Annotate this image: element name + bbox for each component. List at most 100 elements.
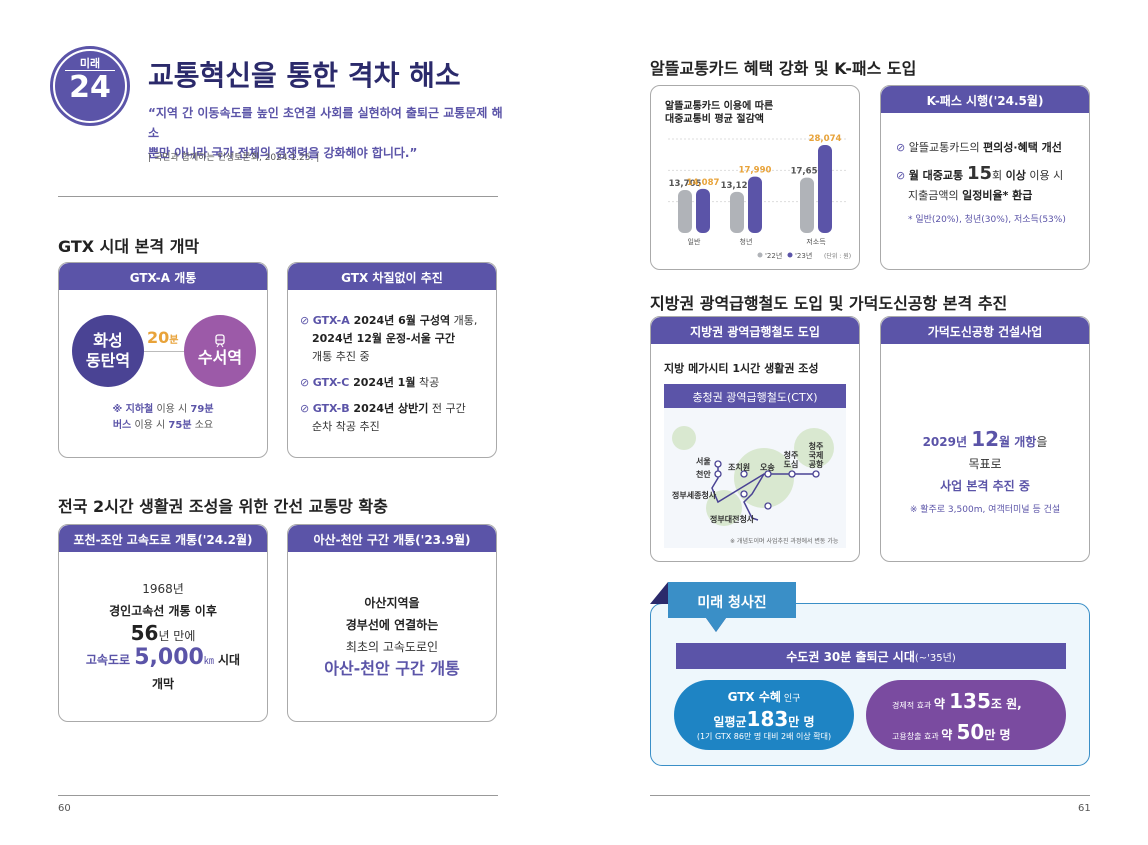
train-icon (215, 334, 225, 348)
bar-value-label: 28,074 (809, 134, 842, 144)
kpass-text: 알뜰교통카드의 (908, 141, 984, 154)
list-item-cont: 순차 착공 추진 (300, 418, 495, 436)
note-subway: ※ 지하철 (112, 404, 154, 415)
effect-text: 만 명 (984, 728, 1011, 742)
kpass-text: 편의성·혜택 개선 (983, 141, 1062, 154)
station-daejeon (764, 502, 772, 510)
footer-rule (650, 795, 1090, 796)
page-number-right: 61 (1078, 803, 1091, 814)
gadeokdo-card-header: 가덕도신공항 건설사업 (881, 317, 1089, 344)
legend-label: '22년 (765, 251, 782, 260)
bar-value-label: 13,128 (721, 181, 754, 191)
gtx-a-label: GTX-A (312, 314, 350, 327)
gadeokdo-note: ※ 활주로 3,500m, 여객터미널 등 건설 (909, 505, 1061, 515)
highway-text: 고속도로 (85, 653, 135, 667)
station-osong (764, 470, 772, 478)
highway-card-body: 1968년 경인고속선 개통 이후 56년 만에 고속도로 5,000㎞ 시대 … (58, 578, 268, 695)
bar (748, 176, 762, 233)
list-item-cont: 개통 추진 중 (300, 348, 495, 366)
station-jochiwon (740, 470, 748, 478)
ctx-subtitle: 지방 메가시티 1시간 생활권 조성 (664, 362, 819, 375)
benefit-number: 183 (746, 707, 789, 731)
station-from-line1: 화성 (93, 331, 123, 350)
chart-title-line2: 대중교통비 평균 절감액 (665, 114, 764, 125)
label-cheongju-1: 청주 (783, 451, 799, 460)
gadeokdo-text: 2029년 (922, 435, 972, 449)
bar (800, 177, 814, 233)
benefit-text: 만 명 (788, 715, 815, 729)
gtx-benefit-pill: GTX 수혜 인구 일평균183만 명 (1기 GTX 86만 명 대비 2배 … (674, 680, 854, 750)
chart-title-line1: 알뜰교통카드 이용에 따른 (665, 101, 774, 112)
benefit-text: GTX 수혜 (727, 690, 781, 704)
station-sejong (740, 490, 748, 498)
item-text: 전 구간 (428, 402, 466, 415)
effect-text: 경제적 효과 (892, 701, 934, 710)
label-daejeon: 정부대전청사 (710, 515, 755, 524)
category-label: 저소득 (806, 237, 826, 246)
highway-text: 시대 (213, 653, 241, 667)
highway-text: 경인고속선 개통 이후 (109, 604, 217, 618)
badge-divider (65, 70, 115, 71)
asan-card: 아산-천안 구간 개통('23.9월) (287, 524, 497, 722)
gtx-b-label: GTX-B (312, 402, 350, 415)
station-seoul (714, 460, 722, 468)
note-bus: 버스 (112, 420, 132, 431)
label-airport: 청주 국제 공항 (806, 442, 826, 469)
legend-marker (757, 252, 763, 258)
ctx-map-note: ※ 개념도이며 사업추진 과정에서 변동 가능 (730, 538, 839, 545)
highway-text: 개막 (151, 677, 175, 691)
item-text: 착공 (415, 376, 440, 389)
benefit-text: 일평균 (713, 715, 747, 729)
gadeokdo-card: 가덕도신공항 건설사업 (880, 316, 1090, 562)
item-text: 개통, (450, 314, 478, 327)
kpass-card: K-패스 시행('24.5월) (880, 85, 1090, 270)
card-section-title: 알뜰교통카드 혜택 강화 및 K-패스 도입 (650, 59, 917, 78)
highway-years: 56년 만에 (58, 622, 268, 647)
highway-years-number: 56 (130, 621, 159, 645)
quote-line-1: “지역 간 이동속도를 높인 초연결 사회를 실현하여 출퇴근 교통문제 해소 (148, 106, 503, 140)
highway-card-header: 포천-조안 고속도로 개통('24.2월) (59, 525, 267, 552)
effect-text: 고용창출 효과 (892, 732, 942, 741)
benefit-note: (1기 GTX 86만 명 대비 2배 이상 확대) (696, 732, 832, 741)
rail-section-title: 지방권 광역급행철도 도입 및 가덕도신공항 본격 추진 (650, 294, 1008, 313)
future-banner: 수도권 30분 출퇴근 시대(~'35년) (676, 643, 1066, 669)
gadeokdo-opening: 2029년 12월 개항을 (880, 428, 1090, 453)
trunk-section-title: 전국 2시간 생활권 조성을 위한 간선 교통망 확충 (58, 497, 388, 516)
note-text: 이용 시 (153, 404, 191, 415)
gtx-progress-card: GTX 차질없이 추진 (287, 262, 497, 458)
effect-text: 조 원, (990, 697, 1022, 711)
chart-unit: (단위 : 원) (824, 252, 851, 260)
kpass-text: 일정비율* (962, 189, 1009, 202)
list-item: ⊘ GTX-A 2024년 6월 구성역 개통, (300, 314, 478, 327)
bar-value-label: 14,087 (687, 178, 720, 188)
badge-number: 24 (69, 70, 111, 105)
effect-text: 약 (933, 697, 950, 711)
kpass-number: 15 (966, 163, 993, 184)
effect-number: 50 (956, 720, 985, 744)
gtx-progress-list: ⊘ GTX-A 2024년 6월 구성역 개통, 2024년 12월 운정-서울… (300, 312, 495, 436)
effect-number: 135 (949, 689, 991, 713)
bar-value-label: 13,705 (669, 179, 702, 189)
station-from-line2: 동탄역 (85, 351, 131, 370)
highway-length-unit: ㎞ (203, 656, 214, 667)
label-cheongju-2: 도심 (783, 460, 799, 469)
list-item: ⊘ GTX-C 2024년 1월 착공 (300, 376, 440, 389)
label-airport-1: 청주 (808, 442, 824, 451)
benefit-text: 인구 (780, 694, 801, 704)
badge (55, 51, 125, 121)
asan-card-body: 아산지역을 경부선에 연결하는 최초의 고속도로인 아산-천안 구간 개통 (287, 592, 497, 680)
quote-source: | 국민과 함께하는 민생토론회, 2024.1.25. | (148, 153, 320, 163)
label-cheongju: 청주 도심 (781, 451, 801, 469)
kpass-text: 이용 시 (1025, 169, 1064, 182)
gadeokdo-highlight: 사업 본격 추진 중 (940, 479, 1030, 493)
travel-time-number: 20 (147, 328, 170, 347)
station-cheonan (714, 470, 722, 478)
effect-text: 약 (941, 728, 957, 742)
item-text: 2024년 12월 운정-서울 구간 (312, 332, 455, 345)
kpass-text: 환급 (1008, 189, 1033, 202)
legend-label: '23년 (795, 251, 812, 260)
kpass-list: ⊘ 알뜰교통카드의 편의성·혜택 개선 ⊘ 월 대중교통 15회 이상 이용 시… (896, 138, 1086, 230)
note-bus-time: 75분 (168, 420, 192, 431)
gadeokdo-body: 2029년 12월 개항을 목표로 사업 본격 추진 중 ※ 활주로 3,500… (880, 428, 1090, 521)
highway-length: 고속도로 5,000㎞ 시대 (58, 647, 268, 673)
